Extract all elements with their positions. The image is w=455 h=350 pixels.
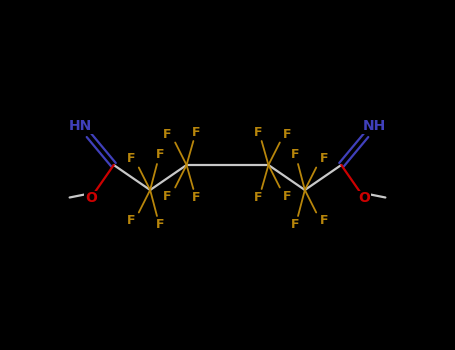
Text: F: F	[320, 215, 328, 228]
Text: F: F	[156, 218, 164, 231]
Text: F: F	[192, 191, 201, 204]
Text: F: F	[156, 148, 164, 161]
Text: F: F	[291, 218, 299, 231]
Text: F: F	[254, 126, 263, 139]
Text: F: F	[192, 126, 201, 139]
Text: F: F	[254, 191, 263, 204]
Text: F: F	[163, 189, 172, 203]
Text: F: F	[127, 215, 135, 228]
Text: F: F	[163, 127, 172, 140]
Text: O: O	[358, 191, 370, 205]
Text: O: O	[85, 191, 97, 205]
Text: NH: NH	[363, 119, 386, 133]
Text: HN: HN	[69, 119, 92, 133]
Text: F: F	[320, 153, 328, 166]
Text: F: F	[283, 189, 292, 203]
Text: F: F	[291, 148, 299, 161]
Text: F: F	[283, 127, 292, 140]
Text: F: F	[127, 153, 135, 166]
